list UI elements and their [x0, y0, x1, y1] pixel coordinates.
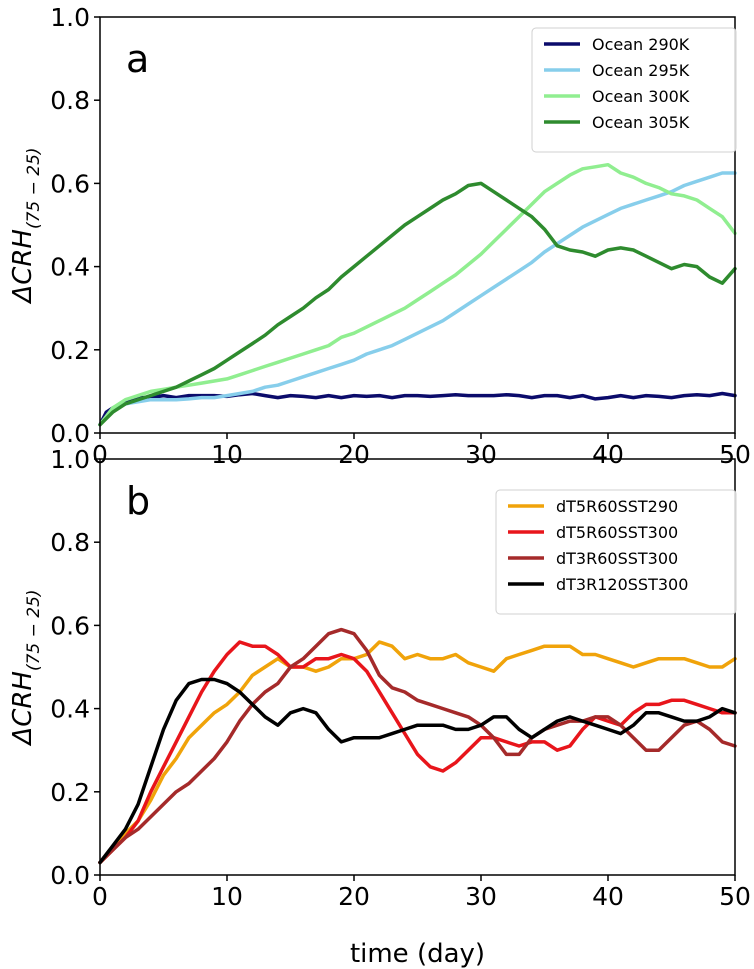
y-tick-label: 0.0	[50, 419, 90, 448]
panel-letter: a	[126, 37, 149, 81]
axes-frame	[99, 458, 736, 876]
x-tick-label: 40	[592, 440, 624, 469]
legend-entry: dT3R60SST300	[556, 549, 678, 568]
series-line-3	[98, 627, 737, 865]
x-tick-label: 0	[92, 440, 108, 469]
x-tick-label: 10	[211, 882, 243, 911]
y-tick-label: 0.8	[50, 528, 90, 557]
x-tick-label: 0	[92, 882, 108, 911]
x-tick-label: 30	[465, 440, 497, 469]
legend-entry: Ocean 300K	[592, 87, 690, 106]
panel-letter: b	[126, 479, 150, 523]
y-tick-label: 0.6	[50, 169, 90, 198]
x-tick-label: 40	[592, 882, 624, 911]
legend: dT5R60SST290 dT5R60SST300 dT3R60SST300 dT3R…	[495, 489, 737, 615]
y-tick-label: 0.6	[50, 611, 90, 640]
y-tick-label: 0.2	[50, 336, 90, 365]
legend-entry: dT5R60SST300	[556, 523, 678, 542]
series-line-3	[98, 162, 737, 427]
x-axis-label: time (day)	[350, 939, 485, 969]
x-tick-label: 10	[211, 440, 243, 469]
legend-entry: Ocean 305K	[592, 113, 690, 132]
legend-box	[495, 489, 737, 615]
legend: Ocean 290K Ocean 295K Ocean 300K Ocean 305K	[531, 27, 737, 153]
series-line-2	[98, 171, 737, 427]
series-line-1	[98, 640, 737, 865]
series-line-4	[98, 677, 737, 865]
y-tick-label: 1.0	[50, 445, 90, 474]
x-tick-label: 20	[338, 440, 370, 469]
y-tick-label: 1.0	[50, 3, 90, 32]
y-tick-label: 0.4	[50, 695, 90, 724]
y-tick-label: 0.8	[50, 86, 90, 115]
legend-entry: dT5R60SST290	[556, 497, 678, 516]
legend-box	[531, 27, 737, 153]
legend-entry: dT3R120SST300	[556, 575, 688, 594]
panel-b: 0 10 20 30 40 50 0.0 0.2 0.4 0.6 0.8 1.0 ΔCRH(75 − 2…	[8, 445, 751, 969]
x-tick-label: 20	[338, 882, 370, 911]
y-axis-label: ΔCRH(75 − 25)	[8, 147, 44, 304]
series-line-1	[98, 391, 737, 427]
series-line-2	[98, 640, 737, 865]
x-tick-label: 50	[719, 882, 751, 911]
y-tick-label: 0.2	[50, 778, 90, 807]
legend-entry: Ocean 290K	[592, 35, 690, 54]
y-axis-label: ΔCRH(75 − 25)	[8, 589, 44, 746]
y-tick-label: 0.0	[50, 861, 90, 890]
x-tick-label: 30	[465, 882, 497, 911]
axes-frame	[99, 16, 736, 434]
y-tick-label: 0.4	[50, 253, 90, 282]
series-line-4	[98, 181, 737, 427]
legend-entry: Ocean 295K	[592, 61, 690, 80]
